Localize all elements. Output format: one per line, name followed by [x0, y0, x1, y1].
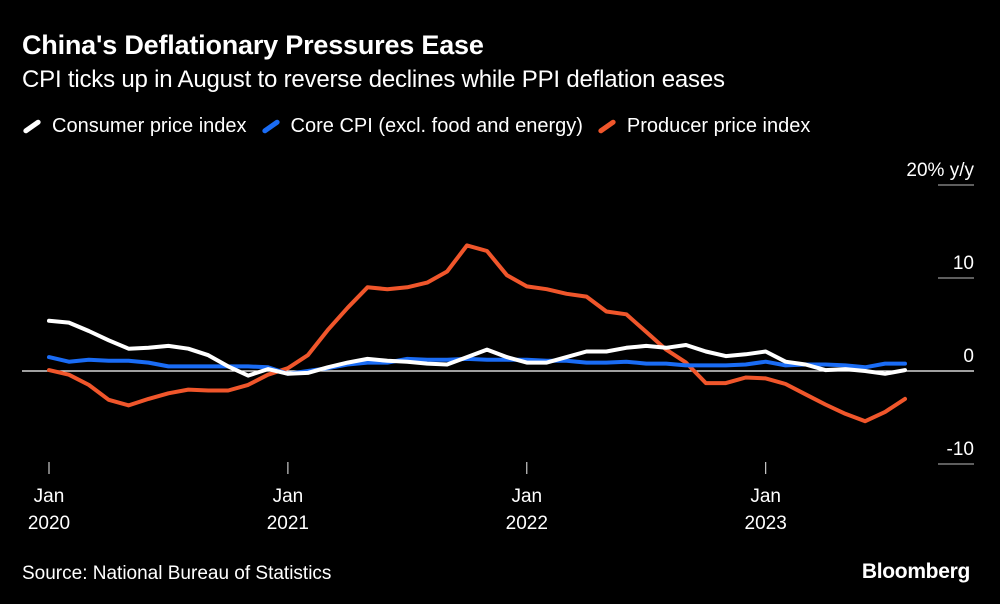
- x-tick-month: Jan: [511, 486, 542, 507]
- legend: Consumer price index Core CPI (excl. foo…: [22, 115, 824, 138]
- series-line-core: [47, 355, 907, 376]
- legend-item-cpi: Consumer price index: [22, 115, 247, 138]
- y-tick-label: 20% y/y: [906, 160, 974, 181]
- chart-title: China's Deflationary Pressures Ease: [22, 30, 484, 60]
- x-tick-month: Jan: [273, 486, 304, 507]
- legend-item-core-cpi: Core CPI (excl. food and energy): [260, 115, 583, 138]
- x-tick-month: Jan: [34, 486, 65, 507]
- legend-item-ppi: Producer price index: [597, 115, 810, 138]
- x-tick-month: Jan: [750, 486, 781, 507]
- series-lines: [47, 243, 907, 424]
- y-tick-label: -10: [947, 439, 974, 460]
- legend-label-cpi: Consumer price index: [52, 115, 247, 137]
- chart-subtitle: CPI ticks up in August to reverse declin…: [22, 66, 725, 93]
- x-axis: Jan 2020 Jan 2021 Jan 2022 Jan 2023: [28, 462, 787, 534]
- x-tick-year: 2020: [28, 513, 70, 534]
- legend-label-ppi: Producer price index: [626, 115, 811, 137]
- x-tick-year: 2023: [745, 513, 787, 534]
- bloomberg-logo: Bloomberg: [861, 560, 970, 583]
- series-line-ppi: [47, 243, 907, 424]
- y-tick-label: 0: [963, 346, 974, 367]
- source-note: Source: National Bureau of Statistics: [22, 563, 332, 584]
- series-line-cpi: [47, 318, 907, 378]
- legend-label-core-cpi: Core CPI (excl. food and energy): [290, 115, 583, 137]
- x-tick-year: 2021: [267, 513, 309, 534]
- y-tick-label: 10: [953, 253, 974, 274]
- y-axis-ticks: 20% y/y 10 0 -10: [22, 160, 974, 465]
- x-tick-year: 2022: [506, 513, 548, 534]
